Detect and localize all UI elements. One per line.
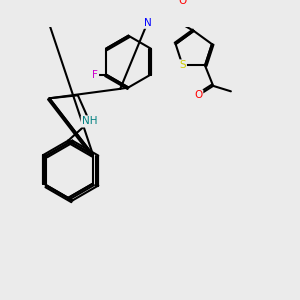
Text: S: S [179,60,186,70]
Text: O: O [179,0,187,6]
Text: O: O [194,90,202,100]
Text: N: N [144,18,151,28]
Text: NH: NH [82,116,97,126]
Text: F: F [92,70,98,80]
